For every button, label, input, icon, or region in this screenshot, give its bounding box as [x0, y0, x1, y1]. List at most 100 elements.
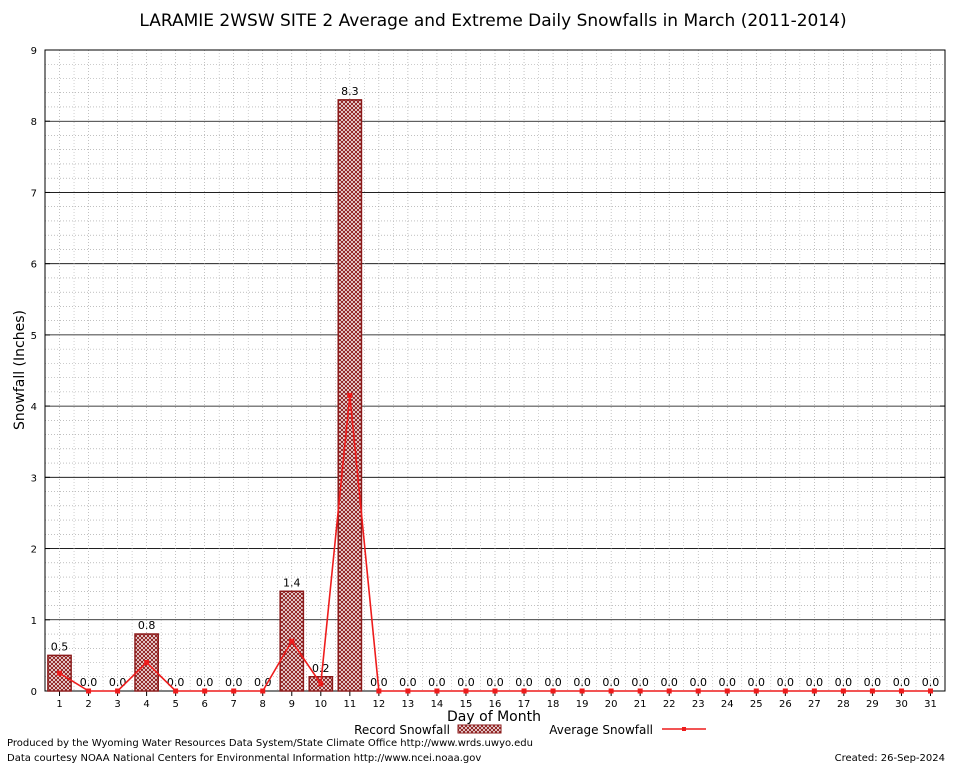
x-axis: 1 2 3 4 5 6 7 8 9 10 11 12 13 14 15 16 17 18 19 20 21 22 23 24 2…: [56, 691, 937, 710]
legend-average-marker: [682, 727, 686, 731]
bar-value-label: 0.0: [225, 676, 243, 689]
bar-value-label: 0.0: [835, 676, 853, 689]
y-tick-label: 7: [31, 188, 37, 199]
x-tick-label: 14: [431, 699, 444, 710]
x-tick-label: 19: [576, 699, 589, 710]
x-tick-label: 18: [547, 699, 560, 710]
x-tick-label: 15: [460, 699, 473, 710]
bar-value-labels: 0.5 0.0 0.0 0.8 0.0 0.0 0.0 0.0 1.4 0.2 8.3 0.0 0.0 0…: [51, 85, 939, 689]
bar-value-label: 0.0: [922, 676, 940, 689]
x-tick-label: 1: [56, 699, 62, 710]
bar-value-label: 0.0: [719, 676, 737, 689]
bar-value-label: 0.8: [138, 619, 156, 632]
average-point: [898, 688, 904, 694]
bar-value-label: 0.0: [399, 676, 417, 689]
footer-data-courtesy: Data courtesy NOAA National Centers for …: [7, 753, 482, 764]
average-point: [434, 688, 440, 694]
x-axis-label: Day of Month: [447, 709, 541, 725]
footer-created-date: Created: 26-Sep-2024: [834, 753, 945, 764]
average-point: [550, 688, 556, 694]
y-tick-label: 9: [31, 46, 37, 57]
footer-produced-by: Produced by the Wyoming Water Resources …: [7, 738, 533, 749]
average-point: [231, 688, 237, 694]
average-point: [173, 688, 179, 694]
x-tick-label: 31: [924, 699, 937, 710]
bar-value-label: 0.0: [486, 676, 504, 689]
bar-value-label: 0.0: [864, 676, 882, 689]
legend: Record Snowfall Average Snowfall: [354, 723, 706, 737]
average-point: [405, 688, 411, 694]
x-tick-label: 29: [866, 699, 879, 710]
y-tick-label: 4: [31, 402, 37, 413]
x-tick-label: 27: [808, 699, 821, 710]
bar-value-label: 0.0: [602, 676, 620, 689]
average-point: [57, 670, 63, 676]
bar-value-label: 0.0: [777, 676, 795, 689]
average-point: [521, 688, 527, 694]
bar-value-label: 0.0: [254, 676, 272, 689]
x-tick-label: 25: [750, 699, 763, 710]
grid: [45, 49, 945, 692]
x-tick-label: 2: [85, 699, 91, 710]
x-tick-label: 6: [201, 699, 207, 710]
average-point: [927, 688, 933, 694]
average-point: [579, 688, 585, 694]
legend-record-swatch: [457, 724, 502, 734]
legend-record-label: Record Snowfall: [354, 723, 450, 737]
average-point: [724, 688, 730, 694]
bar-value-label: 1.4: [283, 576, 301, 589]
average-point: [202, 688, 208, 694]
x-tick-label: 11: [343, 699, 356, 710]
y-tick-label: 0: [31, 687, 37, 698]
x-tick-label: 10: [314, 699, 327, 710]
bar-value-label: 0.0: [80, 676, 98, 689]
average-point: [608, 688, 614, 694]
average-point: [492, 688, 498, 694]
average-point: [463, 688, 469, 694]
bar-value-label: 0.0: [196, 676, 214, 689]
y-tick-label: 6: [31, 260, 37, 271]
bar-value-label: 0.0: [806, 676, 824, 689]
bar-value-label: 0.0: [457, 676, 475, 689]
x-tick-label: 4: [143, 699, 149, 710]
bar-value-label: 0.0: [893, 676, 911, 689]
x-tick-label: 23: [692, 699, 705, 710]
x-tick-label: 26: [779, 699, 792, 710]
average-point: [347, 392, 353, 398]
average-polyline: [59, 395, 931, 692]
x-tick-label: 22: [663, 699, 676, 710]
average-point: [753, 688, 759, 694]
average-point: [840, 688, 846, 694]
bar-value-label: 0.0: [544, 676, 562, 689]
x-tick-label: 16: [489, 699, 502, 710]
average-point: [115, 688, 121, 694]
x-tick-label: 3: [114, 699, 120, 710]
average-point: [318, 681, 324, 687]
y-tick-label: 2: [31, 545, 37, 556]
bar-value-label: 0.0: [167, 676, 185, 689]
average-point: [144, 660, 150, 666]
bar-value-label: 8.3: [341, 85, 359, 98]
y-tick-label: 3: [31, 473, 37, 484]
x-tick-label: 7: [231, 699, 237, 710]
y-tick-label: 1: [31, 616, 37, 627]
y-axis-label: Snowfall (Inches): [12, 310, 28, 430]
x-tick-label: 21: [634, 699, 647, 710]
average-point: [260, 688, 266, 694]
bar-value-label: 0.0: [573, 676, 591, 689]
average-point: [811, 688, 817, 694]
x-tick-label: 12: [373, 699, 386, 710]
x-tick-label: 17: [518, 699, 531, 710]
y-tick-label: 8: [31, 117, 37, 128]
average-point: [782, 688, 788, 694]
x-tick-label: 9: [289, 699, 295, 710]
x-tick-label: 13: [402, 699, 415, 710]
bar-value-label: 0.0: [515, 676, 533, 689]
bar-value-label: 0.0: [428, 676, 446, 689]
x-tick-label: 28: [837, 699, 850, 710]
x-tick-label: 8: [260, 699, 266, 710]
y-axis: 0 1 2 3 4 5 6 7 8 9: [31, 46, 945, 698]
average-point: [666, 688, 672, 694]
average-point: [695, 688, 701, 694]
